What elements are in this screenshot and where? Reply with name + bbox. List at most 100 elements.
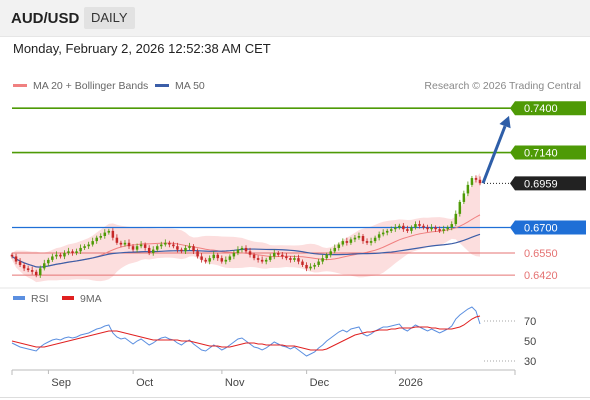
candle [220, 255, 224, 264]
candle-body [438, 229, 441, 231]
candle-body [135, 246, 139, 250]
candle [71, 249, 74, 256]
x-tick-label: Nov [225, 377, 245, 389]
candle-body [87, 244, 90, 247]
candle [264, 257, 268, 265]
candle-body [143, 244, 147, 248]
candle-body [410, 227, 413, 231]
candle [91, 237, 94, 247]
candle-body [414, 224, 417, 228]
candle-body [176, 246, 179, 250]
candle-body [442, 229, 445, 231]
legend-rsi-ma: 9MA [62, 293, 102, 305]
candle [208, 255, 211, 265]
candle-body [184, 247, 187, 252]
candle [51, 253, 54, 262]
candle-body [99, 236, 103, 238]
rsi-ma-legend-label: 9MA [80, 293, 102, 305]
candle [55, 251, 58, 260]
candle [18, 258, 22, 268]
candle [155, 244, 159, 252]
candle-body [103, 232, 107, 236]
candle-body [297, 258, 300, 262]
candle [22, 262, 26, 272]
candle [321, 254, 324, 265]
candle-body [95, 237, 98, 242]
candle-body [337, 244, 341, 248]
level-tag-5: 0.6420 [524, 270, 558, 282]
candle-body [188, 246, 191, 248]
candle [470, 176, 474, 187]
candle [252, 252, 256, 261]
candle-body [357, 236, 361, 238]
candle [228, 254, 232, 262]
candle-body [111, 230, 115, 238]
candle [394, 224, 397, 232]
candle [297, 254, 300, 265]
candle-body [272, 253, 276, 257]
credit-label: Research © 2026 Trading Central [424, 80, 581, 92]
candle [180, 247, 183, 254]
candle [256, 255, 260, 263]
ma20-swatch [13, 83, 27, 87]
candle [123, 240, 127, 247]
candle [107, 228, 111, 235]
candle [418, 220, 421, 229]
candle-body [30, 270, 34, 272]
candle-body [268, 256, 272, 260]
candle [329, 248, 332, 258]
candle-body [317, 261, 320, 265]
candle [365, 238, 369, 245]
candle-body [160, 244, 163, 247]
candle [478, 176, 482, 186]
candle [277, 250, 280, 257]
x-tick-label: Sep [51, 377, 71, 389]
candle-body [240, 247, 244, 250]
ma50-swatch [155, 83, 169, 87]
candle-body [55, 254, 58, 257]
candle-body [204, 259, 207, 262]
candle [38, 265, 42, 278]
candle [317, 258, 320, 268]
candle-body [333, 247, 337, 252]
datetime-label: Monday, February 2, 2026 12:52:38 AM CET [13, 41, 271, 56]
candle [438, 226, 441, 233]
period-button[interactable]: DAILY [84, 7, 135, 29]
candle-body [91, 241, 94, 245]
candle-body [168, 242, 171, 245]
candle-body [381, 232, 385, 235]
candle-body [454, 213, 458, 225]
candle-body [406, 229, 409, 231]
candle [272, 249, 276, 260]
candle-body [478, 179, 482, 184]
candle [26, 265, 30, 273]
candle [240, 245, 244, 253]
candle [34, 269, 38, 278]
candle-body [155, 246, 159, 250]
candle-body [466, 184, 470, 194]
candle [281, 252, 284, 260]
candle [196, 248, 199, 259]
candle-body [151, 249, 155, 254]
candle [430, 224, 433, 232]
candle [59, 252, 62, 259]
candle [176, 242, 179, 253]
candle [10, 252, 14, 259]
candle [111, 228, 115, 241]
candle [305, 262, 308, 272]
candle-body [325, 254, 328, 259]
candle [168, 240, 171, 248]
rsi-tick-label: 50 [524, 336, 536, 348]
level-tag-1: 0.7140 [510, 145, 586, 160]
candle [139, 241, 143, 249]
candle [95, 235, 98, 244]
candle [160, 241, 163, 249]
candle-body [196, 251, 199, 257]
candle-body [63, 253, 66, 257]
candle [204, 257, 207, 264]
rsi-line [11, 306, 481, 357]
candle [216, 252, 220, 261]
level-tag-bg-3 [510, 220, 586, 235]
candle [184, 245, 187, 255]
